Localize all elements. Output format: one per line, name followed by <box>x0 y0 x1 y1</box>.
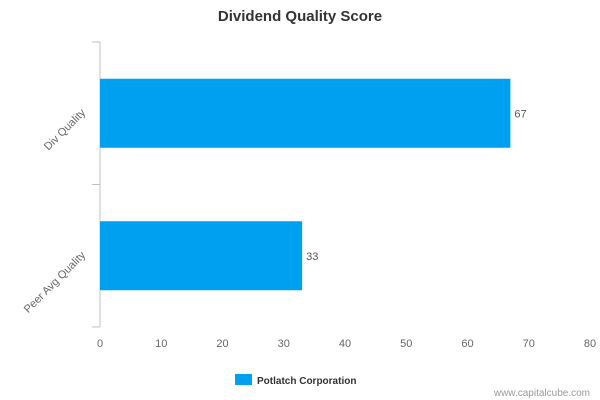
x-tick-label: 20 <box>216 338 228 350</box>
credit-text: www.capitalcube.com <box>493 388 590 399</box>
category-label: Peer Avg Quality <box>22 249 89 316</box>
x-tick-label: 70 <box>523 338 535 350</box>
x-tick-label: 30 <box>278 338 290 350</box>
chart-title: Dividend Quality Score <box>218 8 382 25</box>
x-tick-label: 60 <box>461 338 473 350</box>
x-tick-label: 50 <box>400 338 412 350</box>
data-label: 67 <box>514 108 526 120</box>
data-label: 33 <box>306 251 318 263</box>
x-tick-label: 10 <box>155 338 167 350</box>
bar <box>100 78 511 148</box>
x-tick-label: 80 <box>584 338 596 350</box>
legend-swatch <box>235 374 252 385</box>
category-label: Div Quality <box>42 107 88 153</box>
legend-label: Potlatch Corporation <box>257 376 356 387</box>
x-tick-label: 0 <box>97 338 103 350</box>
x-tick-label: 40 <box>339 338 351 350</box>
plot-area: 0 10 20 30 40 50 60 70 80 67 Div Quality 33 Peer Avg… <box>22 41 596 350</box>
bar <box>100 221 303 291</box>
legend[interactable]: Potlatch Corporation <box>235 374 356 387</box>
